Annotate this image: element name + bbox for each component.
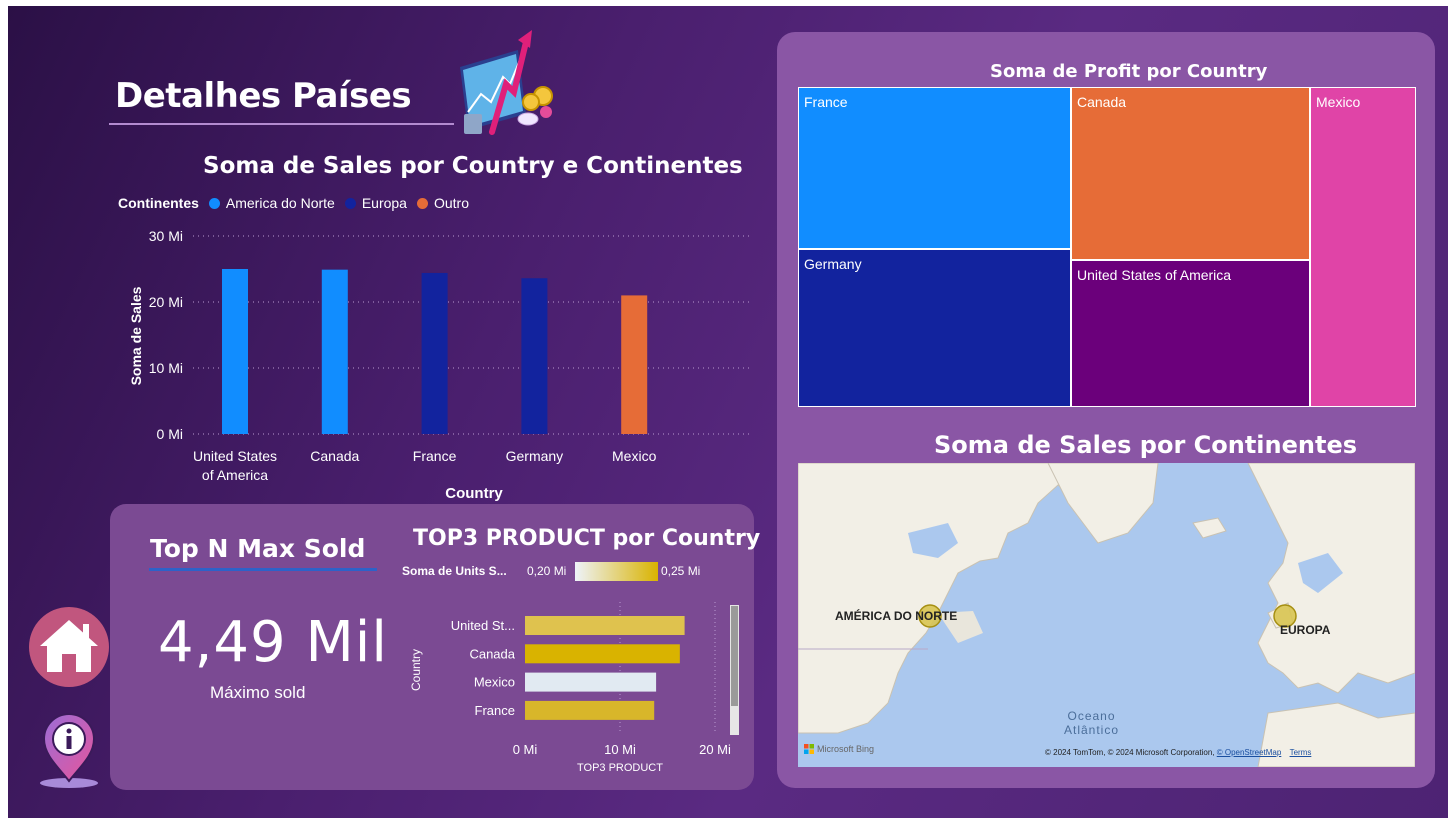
legend-item-europa[interactable]: Europa <box>361 195 407 211</box>
y-tick-label: Canada <box>469 646 515 661</box>
profit-treemap: France Germany Canada United States of A… <box>798 87 1416 407</box>
sales-bar-chart: 30 Mi 20 Mi 10 Mi 0 Mi United States of Ameri… <box>128 228 753 502</box>
bing-logo: Microsoft Bing <box>804 744 874 754</box>
y-tick-label: 0 Mi <box>157 426 183 442</box>
map-ocean-label: Oceano Atlântico <box>1064 709 1119 737</box>
ocean-line-2: Atlântico <box>1064 723 1120 737</box>
x-axis-title: Country <box>445 485 503 502</box>
bubble-america-do-norte[interactable] <box>917 603 943 629</box>
terms-link[interactable]: Terms <box>1289 748 1312 757</box>
hbar-3[interactable] <box>525 700 655 720</box>
hbar-0[interactable] <box>525 616 685 635</box>
treemap-cell-canada[interactable]: Canada <box>1072 88 1309 259</box>
y-tick-label: 10 Mi <box>149 360 183 376</box>
kpi-caption: Máximo sold <box>210 683 306 702</box>
top3-chart-title: TOP3 PRODUCT por Country <box>413 526 761 551</box>
analytics-illustration-icon <box>460 30 553 135</box>
treemap-label-mexico: Mexico <box>1316 94 1361 110</box>
page-title: Detalhes Países <box>115 76 412 116</box>
y-tick-label: Mexico <box>474 675 515 690</box>
legend-item-america-do-norte[interactable]: America do Norte <box>225 195 335 211</box>
ocean-line-1: Oceano <box>1067 709 1116 723</box>
map-attribution: © 2024 TomTom, © 2024 Microsoft Corporat… <box>1045 748 1311 757</box>
sales-chart-title: Soma de Sales por Country e Continentes <box>203 153 743 179</box>
gradient-legend-label: Soma de Units S... <box>402 564 507 578</box>
x-tick-label: 10 Mi <box>604 742 636 757</box>
x-tick-label: United States <box>193 448 277 464</box>
info-button[interactable] <box>36 711 102 791</box>
map-label-europa: EUROPA <box>1280 623 1331 637</box>
gradient-max: 0,25 Mi <box>661 564 701 578</box>
y-tick-label: 30 Mi <box>149 228 183 244</box>
bar-united-states-of-america[interactable] <box>222 269 248 434</box>
sales-chart-legend: Continentes America do Norte Europa Outr… <box>118 195 469 211</box>
bar-germany[interactable] <box>521 278 548 434</box>
top3-bar-chart: 0 Mi 10 Mi 20 Mi United St... Canada Mexico Fr… <box>409 602 739 772</box>
hbar-1[interactable] <box>525 644 680 664</box>
map-title: Soma de Sales por Continentes <box>934 431 1357 459</box>
legend-dot-america-do-norte <box>208 197 220 209</box>
sales-map[interactable]: AMÉRICA DO NORTE EUROPA Oceano Atlântico… <box>798 463 1415 767</box>
treemap-label-germany: Germany <box>804 256 862 272</box>
scrollbar-thumb[interactable] <box>731 606 738 706</box>
map-copyright: © 2024 TomTom, © 2024 Microsoft Corporat… <box>1045 748 1215 757</box>
treemap-cell-germany[interactable]: Germany <box>799 250 1070 406</box>
bubble-europa[interactable] <box>1272 603 1298 629</box>
treemap-cell-france[interactable]: France <box>799 88 1070 248</box>
legend-dot-outro <box>416 197 428 209</box>
y-axis-title: Soma de Sales <box>128 286 144 385</box>
bar-mexico[interactable] <box>621 295 648 434</box>
treemap-label-france: France <box>804 94 848 110</box>
microsoft-logo-icon <box>804 744 814 754</box>
y-tick-label: 20 Mi <box>149 294 183 310</box>
gradient-legend-bar <box>575 562 658 581</box>
y-axis-title: Country <box>409 649 423 691</box>
x-tick-label: 20 Mi <box>699 742 731 757</box>
kpi-underline <box>149 568 377 571</box>
x-tick-label: of America <box>202 467 268 483</box>
map-label-america-do-norte: AMÉRICA DO NORTE <box>835 609 958 623</box>
y-tick-label: France <box>475 703 515 718</box>
gradient-min: 0,20 Mi <box>527 564 567 578</box>
legend-title: Continentes <box>118 195 199 211</box>
treemap-cell-mexico[interactable]: Mexico <box>1311 88 1415 406</box>
y-tick-label: United St... <box>451 618 515 633</box>
kpi-value: 4,49 Mil <box>158 610 388 675</box>
bar-france[interactable] <box>421 272 448 434</box>
x-tick-label: France <box>413 448 457 464</box>
world-map-background <box>798 463 1415 767</box>
kpi-label: Top N Max Sold <box>150 534 366 563</box>
bing-brand: Microsoft Bing <box>817 744 875 754</box>
treemap-label-canada: Canada <box>1077 94 1127 110</box>
legend-dot-europa <box>344 197 356 209</box>
osm-link[interactable]: © OpenStreetMap <box>1216 748 1282 757</box>
home-button[interactable] <box>28 606 110 688</box>
x-tick-label: 0 Mi <box>513 742 538 757</box>
treemap-cell-usa[interactable]: United States of America <box>1072 261 1309 406</box>
title-underline <box>109 123 454 125</box>
legend-item-outro[interactable]: Outro <box>433 195 469 211</box>
treemap-title: Soma de Profit por Country <box>990 61 1268 82</box>
x-tick-label: Mexico <box>612 448 657 464</box>
x-axis-title: TOP3 PRODUCT <box>577 762 663 772</box>
x-tick-label: Germany <box>506 448 564 464</box>
x-tick-label: Canada <box>310 448 359 464</box>
hbar-2[interactable] <box>525 672 657 692</box>
treemap-label-usa: United States of America <box>1077 267 1232 283</box>
report-canvas: Detalhes Países Soma de Sales por Countr… <box>8 6 1448 818</box>
bar-canada[interactable] <box>321 269 348 434</box>
